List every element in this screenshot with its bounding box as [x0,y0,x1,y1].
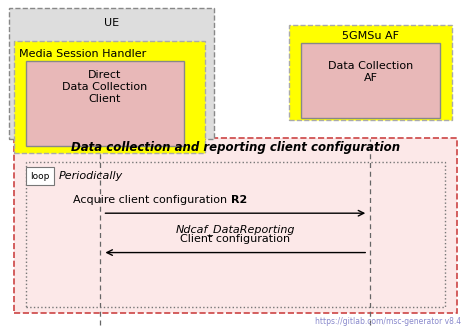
FancyBboxPatch shape [14,41,205,153]
Text: Acquire client configuration: Acquire client configuration [73,195,231,205]
FancyBboxPatch shape [301,43,440,118]
Text: Media Session Handler: Media Session Handler [19,49,146,59]
Text: UE: UE [104,18,119,28]
Text: Data collection and reporting client configuration: Data collection and reporting client con… [71,141,400,154]
Text: Ndcaf_DataReporting: Ndcaf_DataReporting [176,224,295,235]
Text: Periodically: Periodically [58,171,123,181]
Text: Data Collection
AF: Data Collection AF [328,61,413,83]
FancyBboxPatch shape [26,61,184,146]
Text: Client configuration: Client configuration [180,235,290,244]
FancyBboxPatch shape [289,25,452,120]
FancyBboxPatch shape [9,8,214,139]
FancyBboxPatch shape [26,167,54,185]
Text: Direct
Data Collection
Client: Direct Data Collection Client [62,70,147,104]
Text: https://gitlab.com/msc-generator v8.4: https://gitlab.com/msc-generator v8.4 [315,318,461,326]
FancyBboxPatch shape [14,138,457,313]
Text: 5GMSu AF: 5GMSu AF [342,31,399,41]
Text: R2: R2 [231,195,247,205]
Text: loop: loop [30,172,49,181]
